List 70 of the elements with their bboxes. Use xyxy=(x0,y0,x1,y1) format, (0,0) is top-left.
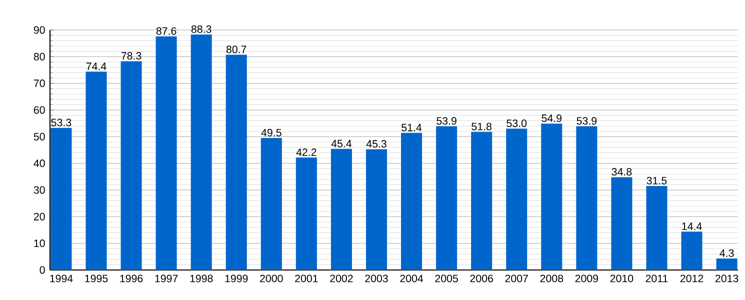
data-label: 45.4 xyxy=(331,140,352,148)
bar xyxy=(190,34,212,270)
bar xyxy=(506,128,528,270)
data-label: 74.4 xyxy=(86,62,106,70)
y-tick-label: 70 xyxy=(34,80,45,88)
data-label: 31.5 xyxy=(646,176,667,184)
bar xyxy=(120,61,142,270)
bar xyxy=(260,138,282,270)
bar xyxy=(296,157,317,270)
data-label: 51.4 xyxy=(402,124,422,132)
data-label: 53.9 xyxy=(576,117,597,125)
y-tick-label: 60 xyxy=(34,106,45,114)
data-label: 53.0 xyxy=(506,120,527,128)
x-tick-label: 1998 xyxy=(190,274,213,282)
bar xyxy=(330,148,352,270)
x-tick-label: 1994 xyxy=(50,274,73,282)
bar xyxy=(716,258,738,270)
y-tick-label: 30 xyxy=(34,186,45,194)
x-tick-label: 1997 xyxy=(155,274,178,282)
x-tick-label: 2012 xyxy=(680,274,704,282)
x-tick-label: 2001 xyxy=(295,274,318,282)
data-label: 80.7 xyxy=(226,46,246,54)
x-tick-label: 2004 xyxy=(400,274,424,282)
data-label: 88.3 xyxy=(191,25,212,33)
bar xyxy=(471,132,492,270)
data-label: 4.3 xyxy=(720,249,734,257)
y-tick-label: 50 xyxy=(34,132,45,140)
bar xyxy=(541,124,562,270)
data-label: 78.3 xyxy=(121,52,142,60)
data-label: 54.9 xyxy=(542,114,562,122)
data-label: 87.6 xyxy=(156,27,176,35)
y-tick-label: 10 xyxy=(34,240,45,248)
data-label: 34.8 xyxy=(612,168,632,176)
x-tick-label: 2013 xyxy=(715,274,738,282)
bar xyxy=(576,126,598,270)
y-tick-label: 0 xyxy=(40,266,45,274)
data-label: 42.2 xyxy=(296,148,316,156)
y-tick-label: 20 xyxy=(34,212,45,220)
data-label: 51.8 xyxy=(472,122,492,130)
bar xyxy=(226,54,247,270)
bar xyxy=(366,149,387,270)
data-label: 49.5 xyxy=(261,128,282,136)
bar xyxy=(86,72,107,270)
bar xyxy=(611,177,632,270)
x-tick-label: 2009 xyxy=(575,274,598,282)
x-tick-label: 2011 xyxy=(646,274,668,282)
bar xyxy=(401,132,422,270)
bar xyxy=(646,186,668,270)
data-label: 14.4 xyxy=(682,222,702,230)
x-tick-label: 2007 xyxy=(505,274,528,282)
x-tick-label: 2000 xyxy=(260,274,283,282)
data-label: 53.9 xyxy=(436,117,456,125)
x-tick-label: 1999 xyxy=(225,274,248,282)
bar xyxy=(681,232,702,270)
x-tick-label: 2010 xyxy=(610,274,634,282)
x-tick-label: 2003 xyxy=(365,274,388,282)
y-tick-label: 80 xyxy=(34,52,45,60)
y-tick-label: 90 xyxy=(34,26,45,34)
x-tick-label: 2002 xyxy=(330,274,353,282)
x-tick-label: 2008 xyxy=(540,274,564,282)
x-tick-label: 1996 xyxy=(120,274,143,282)
data-label: 45.3 xyxy=(366,140,386,148)
x-tick-label: 1995 xyxy=(85,274,108,282)
data-label: 53.3 xyxy=(51,118,72,126)
bar xyxy=(436,126,458,270)
bar xyxy=(156,36,177,270)
bar xyxy=(50,128,72,270)
x-tick-label: 2006 xyxy=(470,274,493,282)
y-tick-label: 40 xyxy=(34,160,45,168)
x-tick-label: 2005 xyxy=(435,274,458,282)
